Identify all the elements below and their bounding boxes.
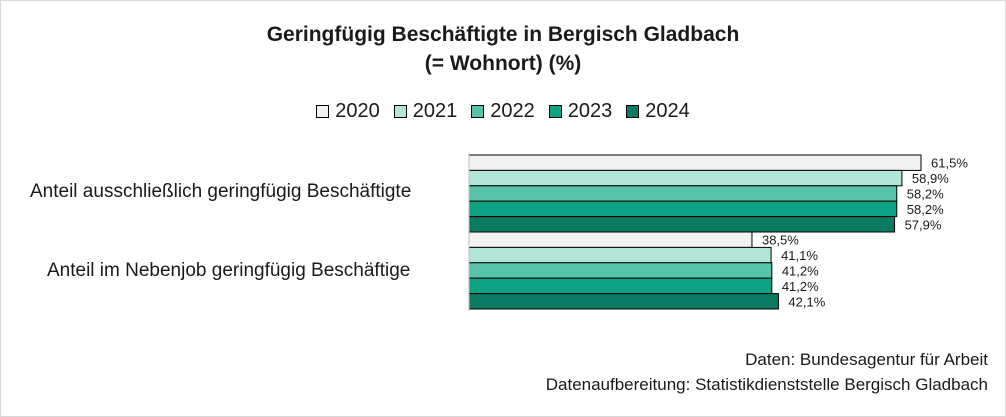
legend-item-2022: 2022 [471,100,535,123]
chart-legend: 2020 2021 2022 2023 2024 [0,100,1006,123]
legend-item-2021: 2021 [393,100,458,123]
data-label-2023-cat1: 41,2% [782,279,819,294]
legend-label-2023: 2023 [567,100,613,122]
data-label-2024-cat0: 57,9% [905,217,942,232]
bar-2021-cat1 [468,246,772,264]
legend-swatch-2024 [626,105,640,118]
data-label-2022-cat0: 58,2% [907,187,944,202]
data-label-2020-cat1: 38,5% [762,233,799,248]
legend-swatch-2021 [393,105,407,118]
legend-item-2023: 2023 [548,100,613,123]
legend-item-2020: 2020 [316,100,380,123]
category-label-1: Anteil im Nebenjob geringfügig Beschäfti… [47,260,411,281]
source-line-2: Datenaufbereitung: Statistikdienststelle… [545,375,988,394]
data-label-2021-cat0: 58,9% [912,171,949,186]
legend-swatch-2020 [316,105,330,118]
legend-item-2024: 2024 [626,100,690,123]
bar-2020-cat0 [468,154,922,171]
bar-2021-cat0 [468,169,903,187]
bar-2022-cat1 [468,262,773,279]
bar-2023-cat1 [468,277,773,295]
legend-swatch-2023 [548,105,562,118]
source-line-1: Daten: Bundesagentur für Arbeit [745,350,988,369]
bar-2024-cat1 [468,293,779,310]
bar-2024-cat0 [468,216,896,233]
bar-2022-cat0 [468,185,898,202]
data-label-2020-cat0: 61,5% [931,156,968,171]
data-label-2022-cat1: 41,2% [782,264,819,279]
bar-2020-cat1 [468,231,753,248]
legend-label-2022: 2022 [490,100,535,122]
data-label-2024-cat1: 42,1% [788,294,825,309]
data-label-2023-cat0: 58,2% [907,202,944,217]
data-label-2021-cat1: 41,1% [781,248,818,263]
chart-title-line-1: Geringfügig Beschäftigte in Bergisch Gla… [266,23,740,46]
legend-label-2020: 2020 [335,100,380,122]
category-label-0: Anteil ausschließlich geringfügig Beschä… [30,181,412,202]
bar-2023-cat0 [468,200,898,218]
legend-label-2024: 2024 [645,100,690,122]
legend-label-2021: 2021 [412,100,458,122]
chart-title: Geringfügig Beschäftigte in Bergisch Gla… [0,20,1006,78]
chart-title-line-2: (= Wohnort) (%) [424,52,582,75]
legend-swatch-2022 [471,105,485,118]
